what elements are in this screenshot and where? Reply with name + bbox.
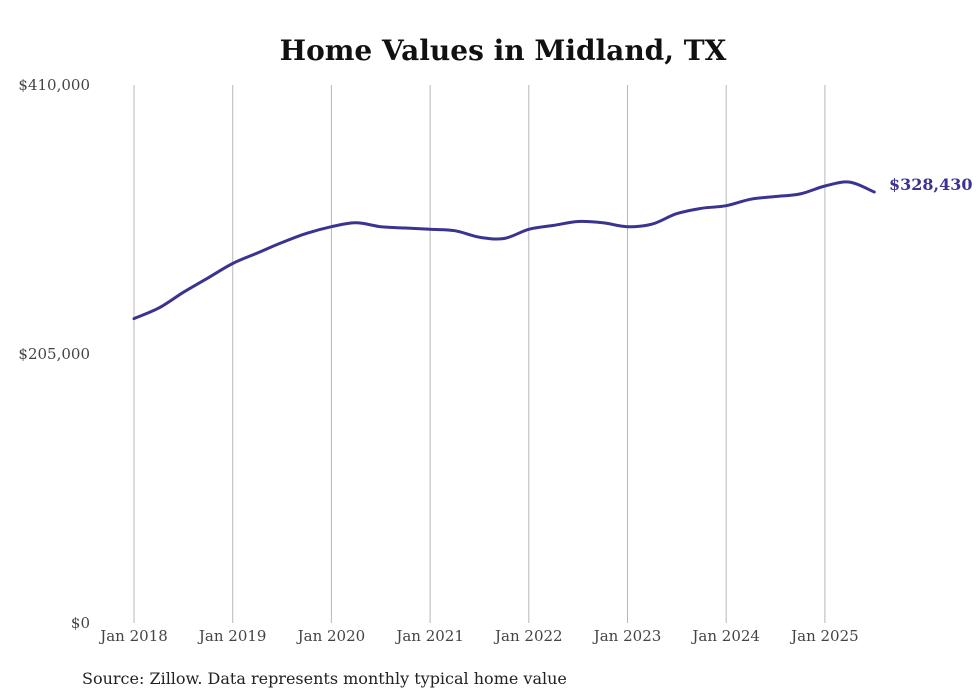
grid-layer bbox=[133, 85, 826, 623]
x-tick-label: Jan 2021 bbox=[394, 627, 464, 645]
x-tick-label: Jan 2019 bbox=[197, 627, 267, 645]
x-tick-label: Jan 2025 bbox=[789, 627, 859, 645]
y-tick-label: $410,000 bbox=[18, 76, 90, 94]
x-tick-label: Jan 2024 bbox=[690, 627, 760, 645]
source-note: Source: Zillow. Data represents monthly … bbox=[82, 669, 567, 688]
y-tick-label: $0 bbox=[71, 614, 90, 632]
x-axis: Jan 2018 Jan 2019 Jan 2020 Jan 2021 Jan 2022… bbox=[98, 627, 858, 645]
end-value-label: $328,430 bbox=[889, 175, 973, 194]
x-tick-label: Jan 2023 bbox=[592, 627, 662, 645]
y-tick-label: $205,000 bbox=[18, 345, 90, 363]
x-tick-label: Jan 2018 bbox=[98, 627, 168, 645]
series-line-midland-home-value bbox=[132, 180, 876, 321]
y-axis: $0 $205,000 $410,000 bbox=[18, 76, 90, 632]
chart-title: Home Values in Midland, TX bbox=[280, 34, 727, 67]
x-tick-label: Jan 2022 bbox=[493, 627, 563, 645]
x-tick-label: Jan 2020 bbox=[296, 627, 366, 645]
